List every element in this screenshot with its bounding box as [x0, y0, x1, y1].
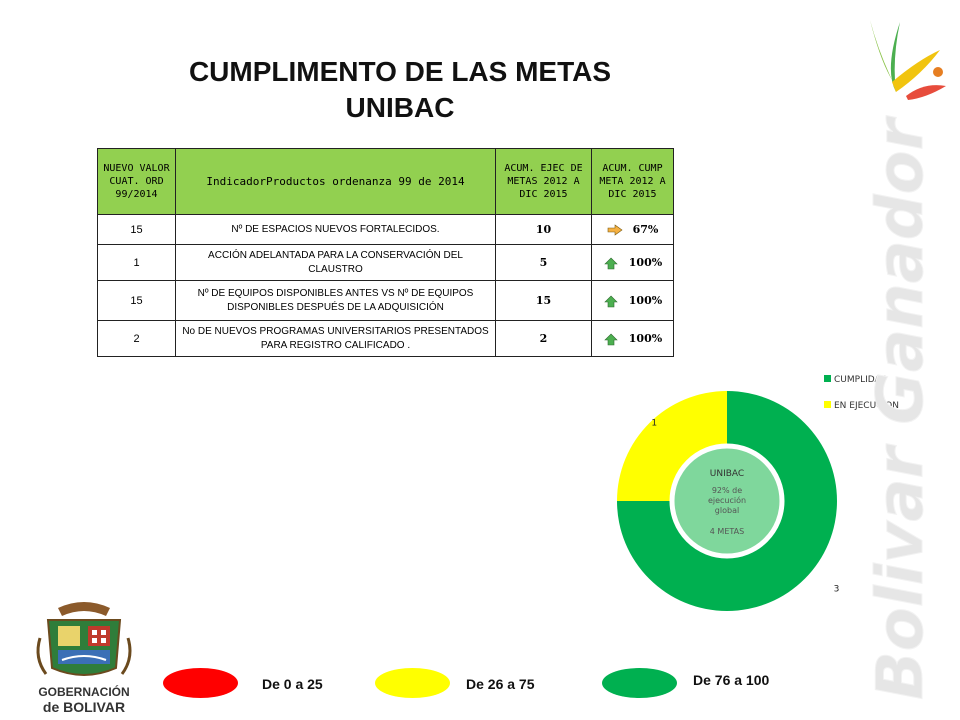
header-acum-cump: ACUM. CUMP META 2012 A DIC 2015 [591, 148, 674, 215]
legend-swatch-cumplidas [824, 375, 831, 382]
cell-valor: 2 [97, 320, 176, 357]
cell-indicador: Nº DE EQUIPOS DISPONIBLES ANTES VS Nº DE… [175, 280, 496, 321]
arrow-up-icon [603, 295, 619, 308]
legend-green-label: De 76 a 100 [693, 672, 770, 688]
scale-legend: De 0 a 25 De 26 a 75 De 76 a 100 [0, 660, 960, 720]
chart-center-disc [669, 443, 785, 559]
legend-yellow-label: De 26 a 75 [466, 676, 535, 692]
chart-center-title: UNIBAC [710, 469, 744, 479]
cump-value: 100% [628, 332, 663, 345]
data-label-en-ejecucion: 1 [651, 418, 657, 428]
header-nuevo-valor: NUEVO VALOR CUAT. ORD 99/2014 [97, 148, 176, 215]
legend-red-label: De 0 a 25 [262, 676, 323, 692]
cell-indicador: No DE NUEVOS PROGRAMAS UNIVERSITARIOS PR… [175, 320, 496, 357]
table-row: 2 No DE NUEVOS PROGRAMAS UNIVERSITARIOS … [97, 320, 674, 357]
header-indicador: IndicadorProductos ordenanza 99 de 2014 [175, 148, 496, 215]
cump-value: 67% [632, 223, 659, 236]
legend-green-oval [602, 668, 677, 698]
legend-red-oval [163, 668, 238, 698]
cell-ejec: 15 [495, 280, 592, 321]
legend-label-en-ejecucion: EN EJECUCION [834, 401, 899, 411]
gobernacion-logo: GOBERNACIÓN de BOLIVAR [36, 602, 132, 715]
cell-ejec: 5 [495, 244, 592, 281]
arrow-up-icon [603, 257, 619, 270]
arrow-right-icon [607, 224, 623, 236]
cell-valor: 1 [97, 244, 176, 281]
cell-cump: 100% [591, 244, 674, 281]
cell-cump: 67% [591, 214, 674, 245]
legend-label-cumplidas: CUMPLIDAS [834, 375, 887, 385]
goals-table: NUEVO VALOR CUAT. ORD 99/2014 IndicadorP… [97, 148, 674, 357]
table-row: 15 Nº DE ESPACIOS NUEVOS FORTALECIDOS. 1… [97, 214, 674, 245]
bolivar-ganador-brand: Bolivar Ganador [864, 20, 946, 701]
cell-valor: 15 [97, 214, 176, 245]
legend-yellow-oval [375, 668, 450, 698]
cell-cump: 100% [591, 320, 674, 357]
cell-indicador: ACCIÓN ADELANTADA PARA LA CONSERVACIÓN D… [175, 244, 496, 281]
brand-text: Bolivar Ganador [864, 115, 938, 700]
table-row: 1 ACCIÓN ADELANTADA PARA LA CONSERVACIÓN… [97, 244, 674, 281]
cell-indicador: Nº DE ESPACIOS NUEVOS FORTALECIDOS. [175, 214, 496, 245]
logo-line1: GOBERNACIÓN [38, 684, 129, 699]
logo-line2: de BOLIVAR [43, 699, 125, 715]
cell-cump: 100% [591, 280, 674, 321]
cell-valor: 15 [97, 280, 176, 321]
table-row: 15 Nº DE EQUIPOS DISPONIBLES ANTES VS Nº… [97, 280, 674, 321]
page-title: CUMPLIMENTO DE LAS METAS [188, 56, 612, 87]
arrow-up-icon [603, 333, 619, 346]
table-header-row: NUEVO VALOR CUAT. ORD 99/2014 IndicadorP… [97, 148, 674, 215]
cump-value: 100% [628, 256, 663, 269]
header-acum-ejec: ACUM. EJEC DE METAS 2012 A DIC 2015 [495, 148, 592, 215]
chart-center-line2: 92% de ejecución global [708, 486, 746, 515]
chart-center-line3: 4 METAS [710, 527, 744, 536]
doughnut-chart: UNIBAC 92% de ejecución global 4 METAS 31 … [617, 375, 899, 611]
cell-ejec: 2 [495, 320, 592, 357]
page-subtitle: UNIBAC [345, 92, 455, 123]
cell-ejec: 10 [495, 214, 592, 245]
legend-swatch-en-ejecucion [824, 401, 831, 408]
cump-value: 100% [628, 294, 663, 307]
data-label-cumplidas: 3 [834, 585, 840, 595]
